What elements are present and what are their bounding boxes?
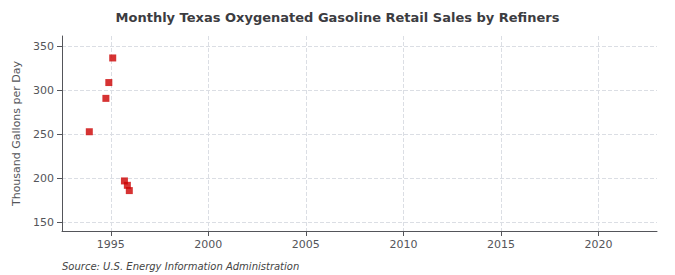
svg-text:300: 300 bbox=[33, 84, 54, 97]
svg-text:350: 350 bbox=[33, 40, 54, 53]
svg-text:Thousand Gallons per Day: Thousand Gallons per Day bbox=[10, 60, 23, 207]
svg-text:150: 150 bbox=[33, 216, 54, 229]
svg-text:2015: 2015 bbox=[487, 238, 515, 251]
svg-text:2020: 2020 bbox=[584, 238, 612, 251]
svg-text:Monthly Texas Oxygenated Gasol: Monthly Texas Oxygenated Gasoline Retail… bbox=[116, 10, 560, 25]
svg-text:2005: 2005 bbox=[292, 238, 320, 251]
svg-text:2000: 2000 bbox=[194, 238, 222, 251]
svg-text:250: 250 bbox=[33, 128, 54, 141]
svg-text:1995: 1995 bbox=[97, 238, 125, 251]
svg-text:200: 200 bbox=[33, 172, 54, 185]
svg-text:Source: U.S. Energy Informatio: Source: U.S. Energy Information Administ… bbox=[62, 261, 299, 272]
svg-text:2010: 2010 bbox=[389, 238, 417, 251]
